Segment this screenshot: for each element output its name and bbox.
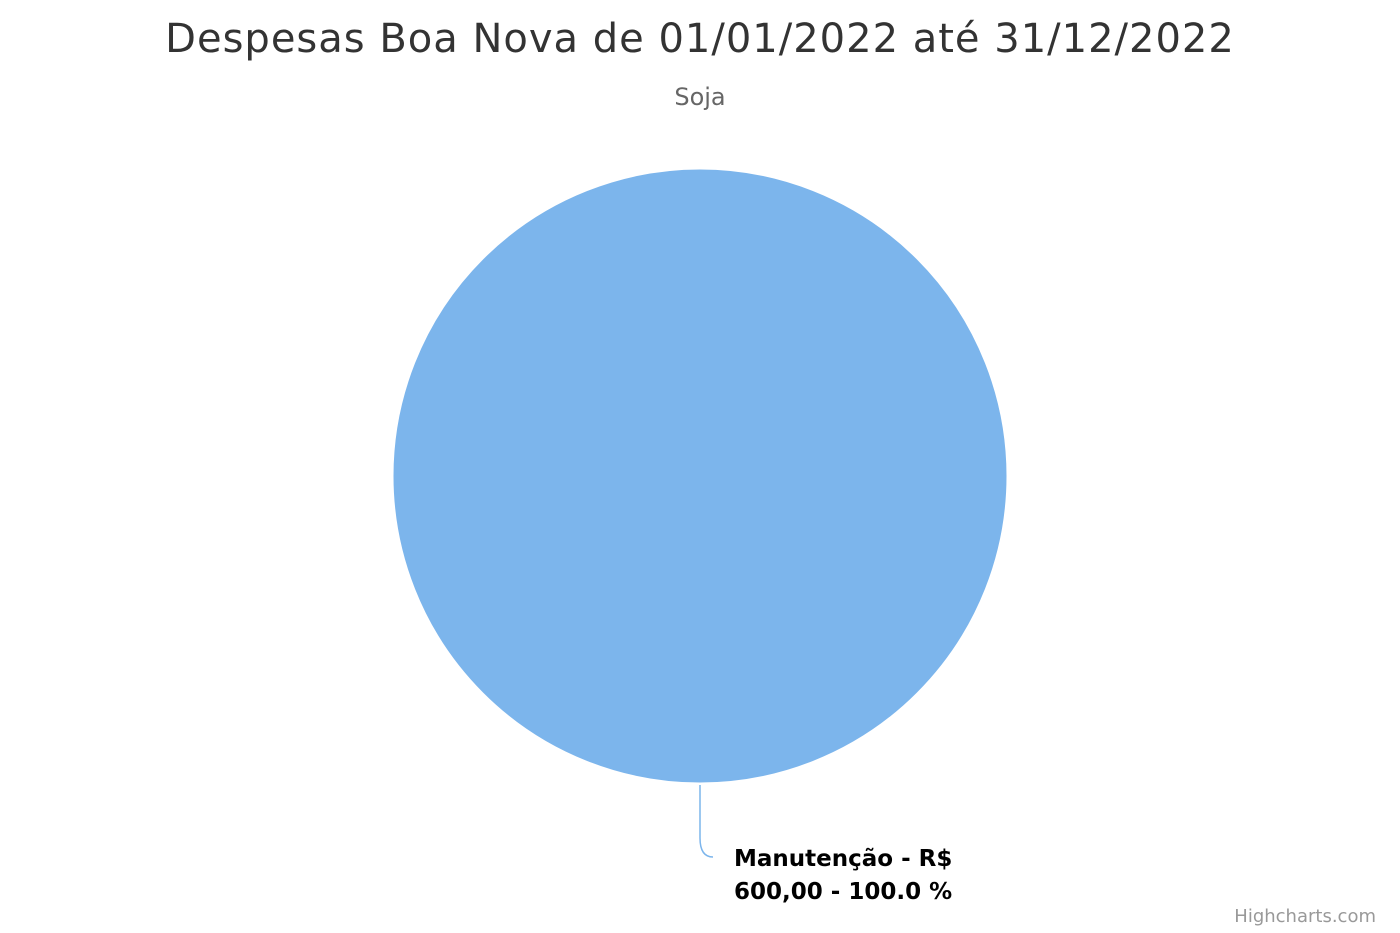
pie-slice-0[interactable] [392,168,1008,784]
pie-slice-label-line-1: Manutenção - R$ [734,846,953,872]
pie-slice-label-line-2: 600,00 - 100.0 % [734,879,953,905]
data-label-connector [699,785,714,858]
chart-subtitle: Soja [674,83,726,111]
pie-slice-label: Manutenção - R$ 600,00 - 100.0 % [734,843,952,909]
chart-title: Despesas Boa Nova de 01/01/2022 até 31/1… [165,16,1235,62]
highcharts-credits[interactable]: Highcharts.com [1234,906,1376,927]
pie-series [392,168,1008,784]
